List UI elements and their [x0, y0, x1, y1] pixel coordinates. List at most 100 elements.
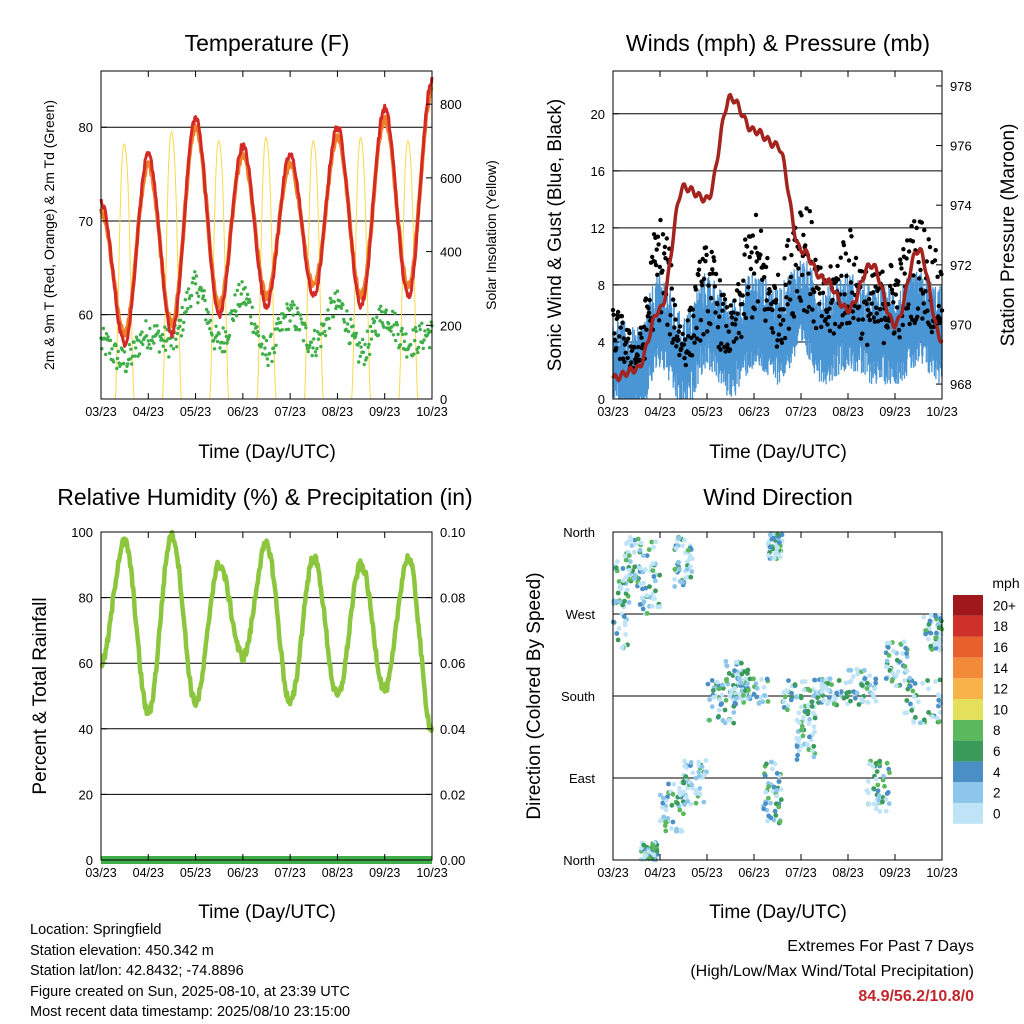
dewpoint-point [413, 338, 417, 343]
direction-point [770, 535, 775, 541]
dewpoint-point [383, 311, 388, 315]
direction-point [644, 611, 650, 616]
gust-point [825, 322, 830, 327]
dewpoint-point [323, 333, 328, 338]
dewpoint-point [138, 333, 143, 337]
direction-point [638, 581, 643, 587]
dewpoint-point [389, 329, 393, 333]
direction-point [859, 696, 864, 702]
direction-point [709, 704, 715, 710]
gust-point [912, 320, 917, 326]
gust-point [713, 310, 718, 315]
gust-point [705, 329, 710, 334]
direction-point [825, 687, 831, 693]
direction-point [809, 704, 815, 709]
dewpoint-point [339, 306, 344, 310]
gust-point [693, 287, 699, 292]
dewpoint-point [298, 313, 303, 317]
gust-point [786, 326, 792, 331]
gust-point [905, 238, 910, 243]
dewpoint-point [364, 356, 369, 360]
winds-panel: Winds (mph) & Pressure (mb) 0 4 8 12 16 20 968… [545, 30, 1019, 463]
gust-point [848, 228, 853, 233]
direction-point [707, 697, 712, 702]
gust-point [698, 317, 704, 323]
direction-point [766, 784, 771, 790]
gust-point [918, 267, 923, 273]
dewpoint-point [215, 339, 220, 344]
gust-point [644, 327, 649, 332]
gust-point [767, 289, 773, 294]
gust-point [937, 316, 943, 321]
gust-point [832, 321, 838, 327]
colorbar-label: 10 [993, 702, 1008, 717]
gust-point [926, 237, 931, 242]
gust-point [867, 317, 873, 323]
direction-point [903, 645, 909, 651]
gust-point [690, 307, 695, 312]
gust-point [615, 309, 621, 315]
direction-point [811, 724, 817, 730]
dewpoint-point [368, 352, 372, 357]
direction-point [765, 818, 771, 824]
direction-point [875, 782, 881, 788]
dewpoint-point [152, 341, 156, 345]
dewpoint-point [223, 349, 227, 354]
dewpoint-point [201, 294, 206, 298]
dewpoint-point [369, 337, 373, 341]
x-tick-label: 08/23 [832, 405, 863, 419]
direction-point [772, 808, 778, 814]
gust-point [739, 334, 744, 340]
gust-point [881, 340, 886, 346]
dewpoint-point [379, 304, 383, 308]
gust-point [749, 250, 754, 255]
direction-point [867, 673, 873, 678]
dewpoint-point [178, 318, 183, 322]
gust-point [782, 256, 787, 261]
dewpoint-point [175, 345, 179, 349]
gust-point [763, 318, 768, 323]
direction-point [616, 626, 622, 631]
direction-point [676, 785, 682, 791]
gust-point [744, 244, 750, 249]
gust-point [691, 313, 696, 319]
gust-point [904, 256, 909, 261]
direction-point [901, 639, 907, 645]
y-tick-label: 20 [79, 787, 93, 802]
gust-point [708, 321, 713, 327]
dewpoint-point [157, 350, 161, 354]
direction-point [724, 663, 730, 669]
direction-point [848, 678, 854, 684]
direction-point [672, 584, 678, 589]
direction-point [640, 553, 646, 558]
gust-point [872, 319, 878, 324]
direction-point [833, 696, 838, 701]
dewpoint-point [309, 340, 314, 344]
gust-point [770, 330, 776, 335]
dewpoint-point [126, 362, 130, 366]
gust-point [885, 325, 890, 330]
gust-point [891, 300, 896, 305]
direction-point [693, 788, 699, 794]
direction-point [810, 710, 816, 716]
gust-point [614, 346, 619, 351]
gust-point [706, 283, 711, 288]
gust-point [818, 265, 823, 270]
direction-point [911, 720, 916, 725]
dewpoint-point [395, 323, 399, 327]
gust-point [667, 332, 673, 337]
x-tick-label: 06/23 [227, 405, 258, 419]
direction-point [669, 802, 675, 808]
speed-colorbar: mph 0 2 4 6 8 10 12 14 16 18 20+ [953, 575, 1020, 824]
gust-point [901, 247, 906, 252]
gust-point [750, 233, 755, 238]
direction-point [885, 790, 891, 795]
direction-point [723, 658, 729, 664]
gust-point [617, 334, 622, 339]
direction-point [683, 575, 689, 581]
dewpoint-point [361, 350, 366, 354]
gust-point [849, 234, 854, 239]
gust-point [922, 227, 927, 233]
dewpoint-point [161, 344, 165, 348]
